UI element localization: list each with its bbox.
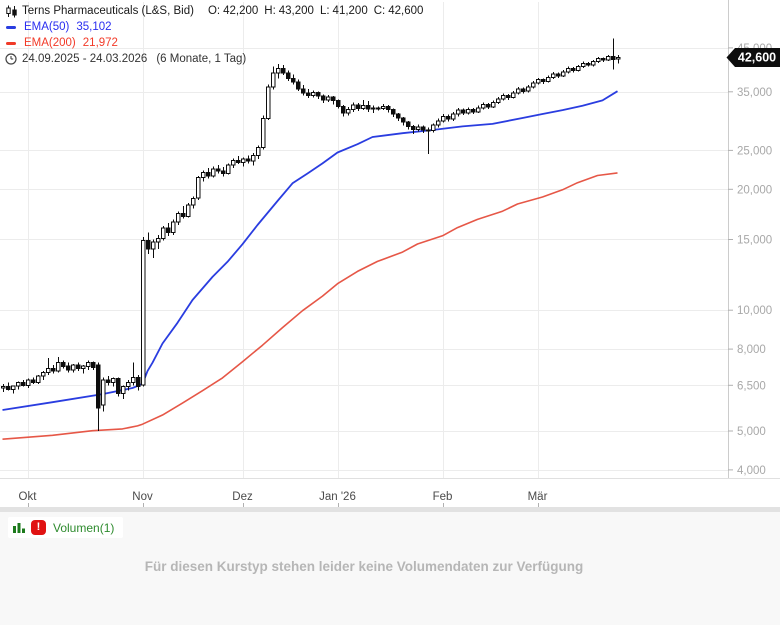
candlestick-icon xyxy=(4,5,18,18)
svg-text:Nov: Nov xyxy=(132,491,153,503)
date-range-text: 24.09.2025 - 24.03.2026 xyxy=(22,53,148,65)
high-value: 43,200 xyxy=(278,5,314,17)
svg-text:5,000: 5,000 xyxy=(737,426,766,438)
ema50-label: EMA(50) xyxy=(24,21,70,33)
ema200-swatch-icon xyxy=(6,41,16,45)
svg-text:25,000: 25,000 xyxy=(737,145,772,157)
ema200-label: EMA(200) xyxy=(24,37,76,49)
ema50-value: 35,102 xyxy=(76,21,112,33)
open-value: 42,200 xyxy=(223,5,259,17)
svg-text:10,000: 10,000 xyxy=(737,305,772,317)
grid xyxy=(0,2,728,478)
svg-text:Mär: Mär xyxy=(528,491,548,503)
candlestick-series[interactable] xyxy=(1,38,621,432)
current-price-badge: 42,600 xyxy=(726,48,780,67)
low-value: 41,200 xyxy=(332,5,368,17)
volume-alert-icon: ! xyxy=(31,520,46,535)
low-label: L: xyxy=(319,5,330,17)
svg-text:Feb: Feb xyxy=(433,491,453,503)
legend-item-ema200[interactable]: EMA(200) 21,972 xyxy=(4,35,423,51)
instrument-header: Terns Pharmaceuticals (L&S, Bid) O: 42,2… xyxy=(4,3,423,19)
panel-separator[interactable] xyxy=(0,507,780,512)
high-label: H: xyxy=(264,5,276,17)
svg-text:42,600: 42,600 xyxy=(738,51,776,65)
line-EMA(50) xyxy=(2,90,618,411)
svg-text:Okt: Okt xyxy=(19,491,38,503)
svg-text:20,000: 20,000 xyxy=(737,184,772,196)
price-chart-panel[interactable]: 45,00035,00025,00020,00015,00010,0008,00… xyxy=(0,0,780,507)
close-value: 42,600 xyxy=(388,5,424,17)
volume-bars-icon xyxy=(13,521,25,534)
svg-text:6,500: 6,500 xyxy=(737,380,766,392)
ema50-swatch-icon xyxy=(6,25,16,29)
line-EMA(200) xyxy=(2,172,618,440)
svg-text:Jan '26: Jan '26 xyxy=(319,491,356,503)
volume-legend-chip[interactable]: ! Volumen(1) xyxy=(8,517,124,538)
no-volume-message: Für diesen Kurstyp stehen leider keine V… xyxy=(144,559,584,574)
svg-text:Dez: Dez xyxy=(232,491,253,503)
ema200-value: 21,972 xyxy=(82,37,118,49)
clock-icon xyxy=(4,53,18,65)
svg-text:35,000: 35,000 xyxy=(737,87,772,99)
candlestick-chart[interactable]: 45,00035,00025,00020,00015,00010,0008,00… xyxy=(0,0,780,507)
instrument-title: Terns Pharmaceuticals (L&S, Bid) xyxy=(22,5,194,17)
price-axis[interactable]: 45,00035,00025,00020,00015,00010,0008,00… xyxy=(0,0,780,479)
volume-label: Volumen(1) xyxy=(53,520,115,535)
period-text: (6 Monate, 1 Tag) xyxy=(156,53,247,65)
time-axis[interactable]: Okt Nov Dez Jan '26 Feb Mär xyxy=(19,491,548,507)
svg-text:4,000: 4,000 xyxy=(737,465,766,477)
svg-text:15,000: 15,000 xyxy=(737,235,772,247)
svg-text:8,000: 8,000 xyxy=(737,344,766,356)
volume-panel: ! Volumen(1) Für diesen Kurstyp stehen l… xyxy=(0,512,780,625)
close-label: C: xyxy=(373,5,386,17)
date-range-row: 24.09.2025 - 24.03.2026 (6 Monate, 1 Tag… xyxy=(4,51,423,67)
legend-item-ema50[interactable]: EMA(50) 35,102 xyxy=(4,19,423,35)
open-label: O: xyxy=(207,5,221,17)
chart-legend: Terns Pharmaceuticals (L&S, Bid) O: 42,2… xyxy=(4,3,423,67)
